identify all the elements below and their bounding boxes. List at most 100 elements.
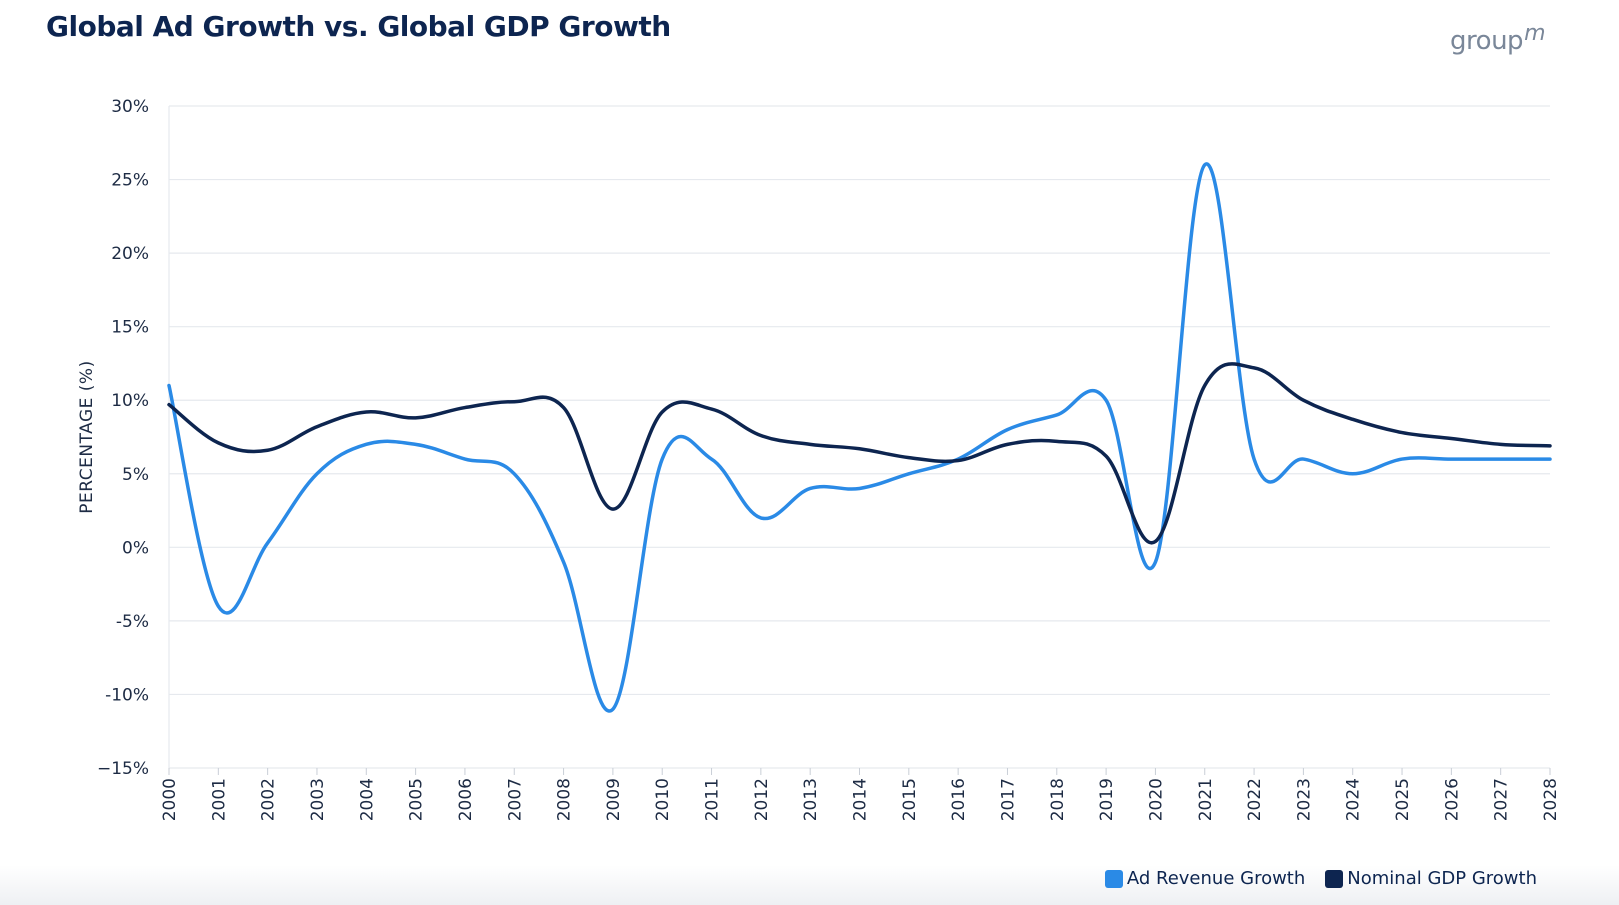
legend-item-gdp[interactable]: Nominal GDP Growth	[1325, 868, 1537, 889]
data-point-gdp	[660, 410, 664, 414]
y-tick-label: 30%	[111, 97, 149, 117]
x-tick-label: 2026	[1442, 778, 1462, 821]
data-point-gdp	[1153, 539, 1157, 543]
chart-title: Global Ad Growth vs. Global GDP Growth	[46, 10, 671, 43]
data-point-ad-revenue	[315, 472, 319, 476]
data-point-ad-revenue	[562, 560, 566, 564]
x-tick-label: 2003	[308, 778, 328, 821]
data-point-gdp	[1548, 444, 1552, 448]
data-point-gdp	[907, 456, 911, 460]
data-point-gdp	[1104, 454, 1108, 458]
data-point-gdp	[364, 410, 368, 414]
series-line-gdp	[167, 362, 1552, 545]
data-point-ad-revenue	[1301, 457, 1305, 461]
y-tick-label: 0%	[122, 538, 149, 558]
x-tick-label: 2027	[1492, 778, 1512, 821]
x-tick-label: 2000	[160, 778, 180, 821]
legend-label-gdp: Nominal GDP Growth	[1347, 868, 1537, 889]
data-point-ad-revenue	[1203, 163, 1207, 167]
data-point-ad-revenue	[512, 472, 516, 476]
x-tick-label: 2016	[949, 778, 969, 821]
x-tick-label: 2028	[1541, 778, 1561, 821]
data-point-ad-revenue	[216, 604, 220, 608]
data-point-gdp	[562, 406, 566, 410]
legend-swatch-gdp	[1325, 869, 1344, 888]
data-point-ad-revenue	[266, 541, 270, 545]
x-tick-label: 2024	[1344, 778, 1364, 821]
data-point-ad-revenue	[1005, 428, 1009, 432]
x-tick-label: 2009	[604, 778, 624, 821]
x-tick-label: 2007	[505, 778, 525, 821]
data-point-gdp	[512, 400, 516, 404]
data-point-gdp	[463, 406, 467, 410]
x-tick-label: 2013	[801, 778, 821, 821]
data-point-ad-revenue	[611, 707, 615, 711]
data-point-gdp	[956, 459, 960, 463]
data-point-gdp	[315, 425, 319, 429]
data-point-ad-revenue	[1055, 413, 1059, 417]
data-point-ad-revenue	[463, 457, 467, 461]
legend-label-ad-revenue: Ad Revenue Growth	[1126, 868, 1306, 889]
data-point-gdp	[710, 407, 714, 411]
x-tick-label: 2010	[653, 778, 673, 821]
y-tick-label: -5%	[116, 612, 149, 632]
chart-legend: Ad Revenue Growth Nominal GDP Growth	[1085, 868, 1537, 889]
data-point-gdp	[1301, 398, 1305, 402]
data-point-ad-revenue	[710, 457, 714, 461]
y-tick-label: 5%	[122, 465, 149, 485]
data-point-ad-revenue	[364, 442, 368, 446]
data-point-ad-revenue	[1153, 560, 1157, 564]
data-point-gdp	[1499, 442, 1503, 446]
x-tick-label: 2025	[1393, 778, 1413, 821]
data-point-ad-revenue	[858, 486, 862, 490]
y-axis-title: PERCENTAGE (%)	[77, 360, 97, 513]
data-point-ad-revenue	[759, 516, 763, 520]
data-point-ad-revenue	[1351, 472, 1355, 476]
y-tick-label: −15%	[97, 759, 149, 779]
data-point-gdp	[414, 416, 418, 420]
x-tick-label: 2017	[998, 778, 1018, 821]
data-point-gdp	[266, 448, 270, 452]
y-tick-label: 20%	[111, 244, 149, 264]
data-point-ad-revenue	[1252, 457, 1256, 461]
data-point-gdp	[1252, 366, 1256, 370]
x-tick-label: 2005	[407, 778, 427, 821]
x-tick-label: 2023	[1294, 778, 1314, 821]
data-point-gdp	[1055, 439, 1059, 443]
x-tick-label: 2012	[752, 778, 772, 821]
x-tick-label: 2004	[357, 778, 377, 821]
x-tick-label: 2014	[851, 778, 871, 821]
logo-text: group	[1450, 26, 1524, 56]
y-tick-label: 10%	[111, 391, 149, 411]
x-tick-label: 2001	[209, 778, 229, 821]
data-point-ad-revenue	[167, 384, 171, 388]
data-point-gdp	[1449, 436, 1453, 440]
data-point-gdp	[759, 434, 763, 438]
x-tick-label: 2011	[703, 778, 723, 821]
data-point-ad-revenue	[1104, 398, 1108, 402]
data-point-ad-revenue	[907, 472, 911, 476]
data-point-gdp	[1005, 442, 1009, 446]
x-tick-label: 2020	[1146, 778, 1166, 821]
data-point-gdp	[611, 507, 615, 511]
legend-item-ad-revenue[interactable]: Ad Revenue Growth	[1104, 868, 1306, 889]
data-point-gdp	[167, 403, 171, 407]
data-point-ad-revenue	[808, 486, 812, 490]
data-point-gdp	[808, 442, 812, 446]
data-point-ad-revenue	[414, 442, 418, 446]
y-tick-label: -10%	[105, 685, 149, 705]
x-tick-label: 2022	[1245, 778, 1265, 821]
data-point-ad-revenue	[1400, 457, 1404, 461]
x-tick-label: 2018	[1048, 778, 1068, 821]
data-point-gdp	[1351, 417, 1355, 421]
y-tick-label: 15%	[111, 318, 149, 338]
data-point-gdp	[216, 441, 220, 445]
data-point-ad-revenue	[1548, 457, 1552, 461]
x-tick-label: 2008	[555, 778, 575, 821]
data-point-gdp	[1203, 384, 1207, 388]
y-tick-label: 25%	[111, 171, 149, 191]
legend-swatch-ad-revenue	[1104, 869, 1123, 888]
data-point-gdp	[1400, 431, 1404, 435]
